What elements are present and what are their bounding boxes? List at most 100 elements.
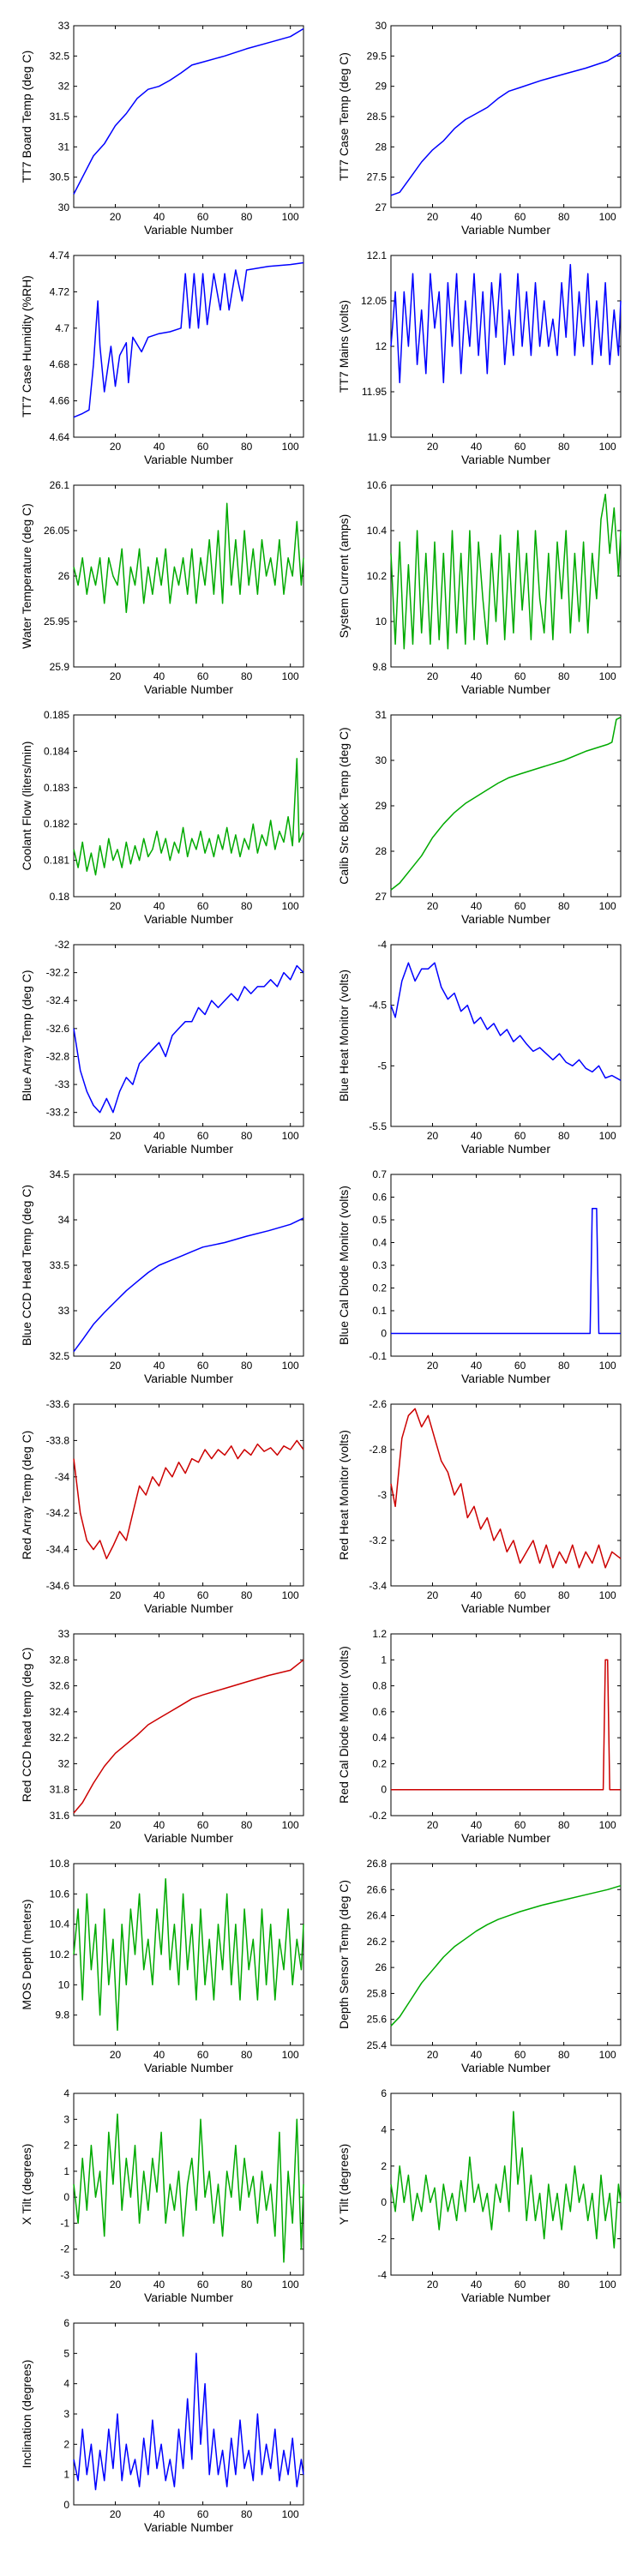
y-tick-label: 25.95: [44, 615, 69, 627]
y-tick-label: 0: [381, 2196, 387, 2208]
y-tick-label: 29.5: [367, 50, 388, 62]
y-tick-label: -4.5: [369, 1000, 387, 1012]
x-tick-label: 100: [282, 1360, 299, 1372]
y-axis-label: Coolant Flow (liters/min): [20, 742, 33, 871]
chart-panel-7: 0.18 0.181 0.182 0.183 0.184 0.185 20 40 60 80 100…: [20, 709, 304, 926]
y-tick-label: 0.1: [372, 1305, 387, 1317]
y-tick-label: 28: [376, 845, 388, 857]
x-tick-label: 60: [514, 670, 526, 682]
x-tick-label: 80: [558, 2279, 570, 2291]
x-axis-label: Variable Number: [144, 2520, 233, 2534]
x-tick-label: 100: [282, 1130, 299, 1142]
x-tick-label: 40: [471, 1130, 483, 1142]
data-series-line: [73, 2113, 304, 2263]
x-tick-label: 60: [514, 1589, 526, 1601]
data-series-line: [390, 52, 622, 196]
y-tick-label: -2: [377, 2233, 387, 2245]
y-tick-label: 25.4: [367, 2039, 388, 2051]
x-tick-label: 60: [197, 2049, 209, 2061]
x-axis-label: Variable Number: [461, 2291, 550, 2304]
x-tick-label: 60: [514, 1130, 526, 1142]
y-tick-label: 32.6: [50, 1680, 70, 1692]
y-tick-label: 3: [63, 2113, 69, 2125]
x-tick-label: 20: [110, 2279, 122, 2291]
x-tick-label: 100: [599, 1589, 616, 1601]
y-tick-label: 26: [58, 570, 70, 582]
x-axis-label: Variable Number: [461, 223, 550, 237]
y-tick-label: 2: [381, 2160, 387, 2172]
y-tick-label: -32.2: [46, 967, 70, 979]
y-tick-label: 12.1: [367, 249, 388, 261]
y-tick-label: -32.6: [46, 1023, 70, 1035]
data-series-line: [73, 1659, 304, 1814]
x-tick-label: 100: [599, 2279, 616, 2291]
x-tick-label: 60: [197, 1589, 209, 1601]
x-tick-label: 100: [282, 211, 299, 223]
y-tick-label: 9.8: [372, 661, 387, 673]
y-tick-label: 12: [376, 340, 388, 352]
x-tick-label: 80: [558, 670, 570, 682]
x-tick-label: 80: [241, 900, 253, 912]
y-tick-label: 32.5: [50, 1350, 70, 1362]
plot-frame: [73, 714, 304, 898]
y-tick-label: 2: [63, 2140, 69, 2152]
x-axis-label: Variable Number: [461, 453, 550, 466]
chart-panel-18: 25.4 25.6 25.8 26 26.2 26.4 26.6 26.8 20 40 60 80 10…: [337, 1858, 622, 2075]
y-tick-label: -3.2: [369, 1534, 387, 1546]
x-tick-label: 40: [471, 1819, 483, 1831]
y-tick-label: 4.7: [55, 322, 69, 334]
x-tick-label: 100: [599, 1360, 616, 1372]
x-axis-label: Variable Number: [461, 1372, 550, 1385]
x-tick-label: 100: [282, 1589, 299, 1601]
y-tick-label: -2.6: [369, 1398, 387, 1410]
x-tick-label: 80: [558, 2049, 570, 2061]
x-tick-label: 40: [471, 1589, 483, 1601]
y-tick-label: 0: [381, 1784, 387, 1796]
x-tick-label: 60: [197, 1360, 209, 1372]
plot-frame: [73, 1403, 304, 1587]
y-tick-label: 28.5: [367, 111, 388, 123]
x-tick-label: 20: [427, 211, 439, 223]
x-tick-label: 100: [599, 900, 616, 912]
x-tick-label: 100: [282, 900, 299, 912]
x-tick-label: 40: [153, 2508, 165, 2520]
y-tick-label: 25.8: [367, 1987, 388, 1999]
chart-panel-4: 11.9 11.95 12 12.05 12.1 20 40 60 80 100 Variable …: [337, 249, 622, 466]
y-tick-label: 0.4: [372, 1732, 387, 1744]
y-tick-label: 10: [376, 615, 388, 627]
x-tick-label: 40: [153, 900, 165, 912]
x-tick-label: 60: [514, 900, 526, 912]
x-tick-label: 20: [110, 900, 122, 912]
x-axis-label: Variable Number: [461, 2061, 550, 2075]
x-tick-label: 60: [197, 211, 209, 223]
data-series-line: [73, 1439, 304, 1559]
x-tick-label: 80: [241, 670, 253, 682]
x-tick-label: 100: [282, 2279, 299, 2291]
y-tick-label: 32: [58, 81, 70, 93]
x-tick-label: 20: [110, 2049, 122, 2061]
y-tick-label: 0.8: [372, 1680, 387, 1692]
x-tick-label: 40: [153, 1819, 165, 1831]
plot-frame: [390, 714, 622, 898]
x-axis-label: Variable Number: [144, 1142, 233, 1156]
x-tick-label: 40: [471, 1360, 483, 1372]
y-axis-label: Inclination (degrees): [20, 2360, 33, 2469]
x-tick-label: 60: [514, 2049, 526, 2061]
x-tick-label: 80: [558, 1360, 570, 1372]
x-tick-label: 40: [471, 900, 483, 912]
y-tick-label: 25.6: [367, 2014, 388, 2026]
y-tick-label: 1: [381, 1654, 387, 1666]
y-tick-label: -32.8: [46, 1050, 70, 1062]
data-series-line: [73, 2352, 304, 2491]
x-tick-label: 40: [153, 441, 165, 453]
x-tick-label: 40: [153, 1589, 165, 1601]
x-tick-label: 100: [599, 670, 616, 682]
y-tick-label: 2: [63, 2438, 69, 2450]
x-tick-label: 60: [197, 2279, 209, 2291]
x-tick-label: 80: [241, 1589, 253, 1601]
x-tick-label: 20: [110, 670, 122, 682]
y-tick-label: -5: [377, 1060, 387, 1072]
y-axis-label: Blue CCD Head Temp (deg C): [20, 1185, 33, 1346]
y-tick-label: 1: [63, 2165, 69, 2177]
y-tick-label: 0.182: [44, 818, 69, 830]
